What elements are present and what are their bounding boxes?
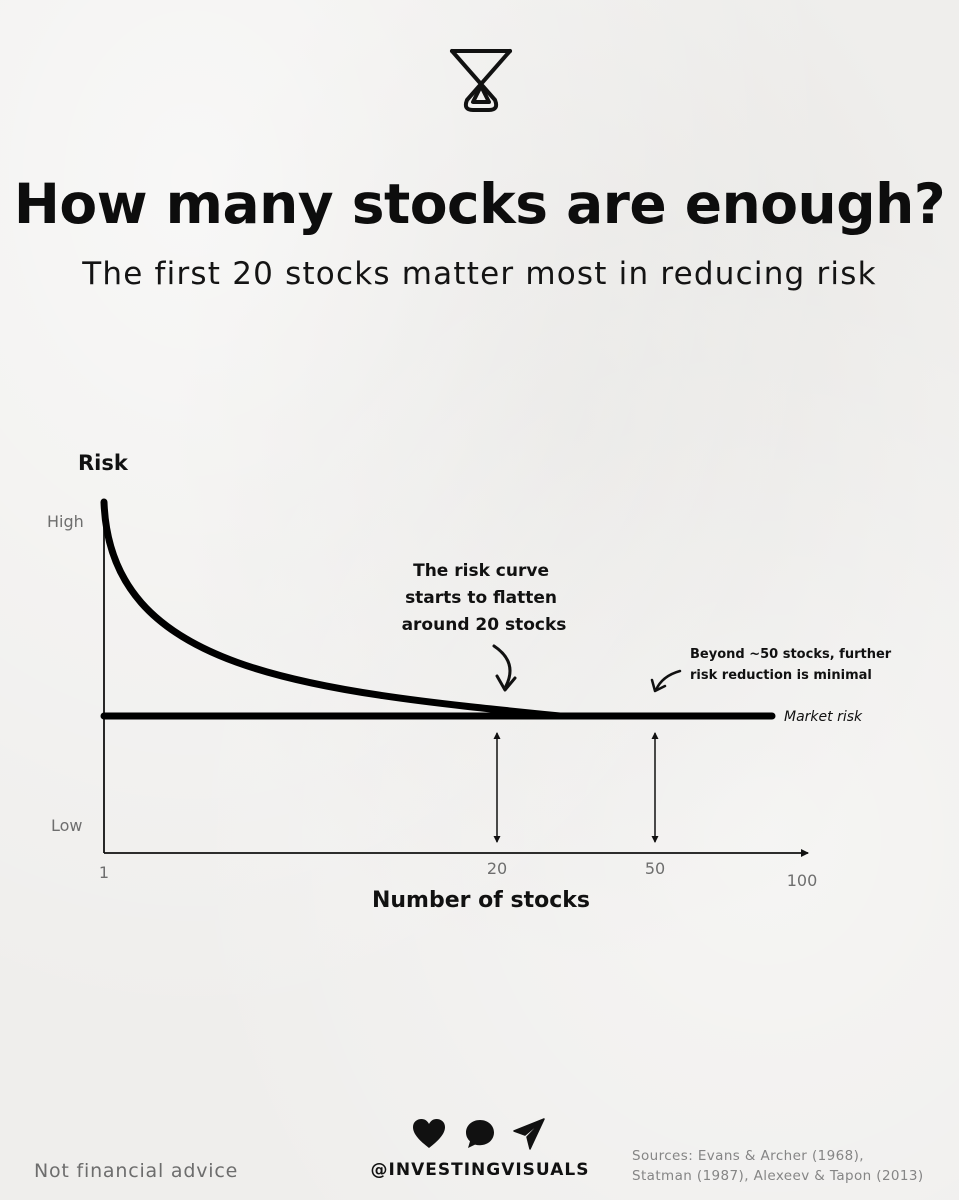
page-title: How many stocks are enough? (13, 172, 946, 236)
annotation-flatten-arrowhead (495, 674, 517, 692)
annotation-flatten-line-3: around 20 stocks (402, 615, 567, 635)
annotation-beyond-arrow (654, 669, 682, 692)
y-tick-low: Low (51, 816, 83, 835)
share-icon[interactable] (512, 1118, 546, 1150)
market-risk-label: Market risk (784, 709, 863, 725)
brand-handle[interactable]: @INVESTINGVISUALS (370, 1160, 590, 1180)
y-tick-high: High (47, 512, 84, 531)
page-subtitle: The first 20 stocks matter most in reduc… (82, 256, 877, 292)
annotation-flatten-arrow (492, 644, 512, 688)
sources-line-1: Sources: Evans & Archer (1968), (632, 1148, 864, 1164)
disclaimer: Not financial advice (34, 1160, 239, 1182)
sources-line-2: Statman (1987), Alexeev & Tapon (2013) (632, 1168, 924, 1184)
x-tick-20: 20 (487, 859, 507, 878)
hourglass-logo-icon (450, 49, 512, 112)
comment-icon[interactable] (464, 1118, 496, 1150)
annotation-flatten: The risk curve starts to flatten around … (402, 561, 567, 635)
annotation-beyond-arrowhead (650, 678, 667, 693)
annotation-beyond: Beyond ~50 stocks, further risk reductio… (690, 647, 896, 683)
x-tick-100: 100 (787, 871, 818, 890)
annotation-beyond-line-2: risk reduction is minimal (690, 668, 872, 683)
risk-curve-line (100, 498, 664, 720)
heart-icon[interactable] (412, 1118, 446, 1150)
social-icons (412, 1118, 552, 1152)
x-tick-1: 1 (99, 863, 109, 882)
risk-chart: Risk High Low 1 20 50 100 Number of stoc… (47, 451, 896, 913)
annotation-beyond-line-1: Beyond ~50 stocks, further (690, 647, 892, 662)
sources-note: Sources: Evans & Archer (1968), Statman … (632, 1146, 952, 1186)
x-axis-label: Number of stocks (372, 888, 590, 913)
x-tick-50: 50 (645, 859, 665, 878)
annotation-flatten-line-2: starts to flatten (405, 588, 557, 608)
y-axis-label: Risk (78, 451, 129, 475)
annotation-flatten-line-1: The risk curve (413, 561, 549, 581)
